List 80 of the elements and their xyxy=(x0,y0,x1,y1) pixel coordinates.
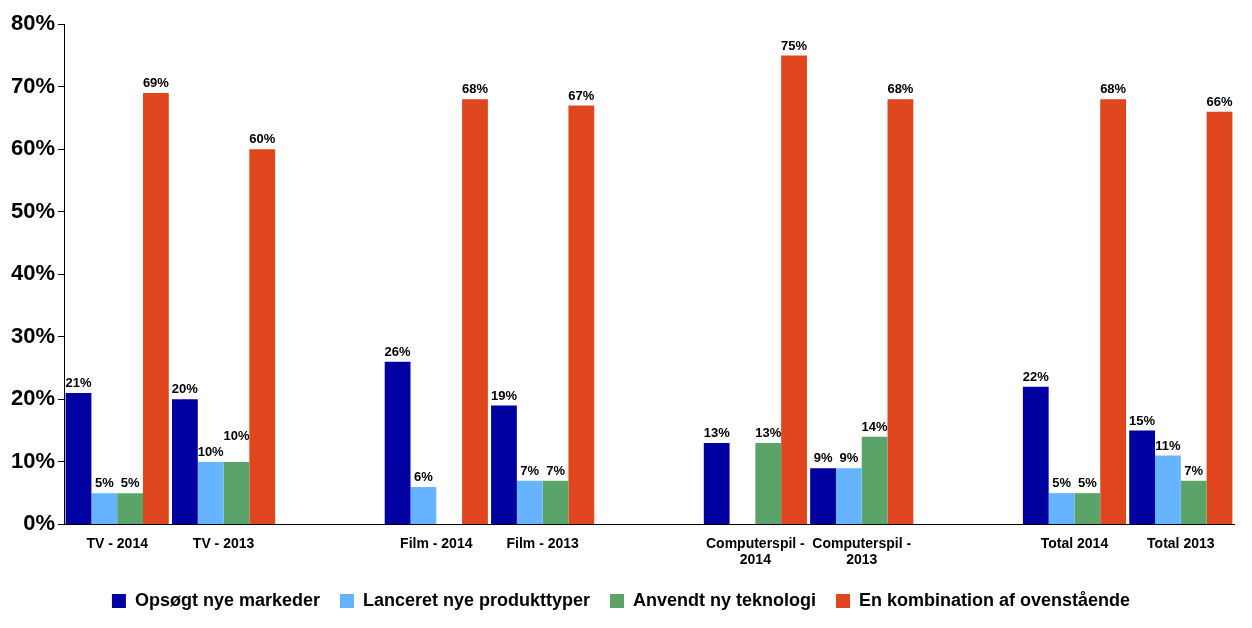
bar xyxy=(197,461,224,524)
bar xyxy=(410,486,437,524)
data-label: 7% xyxy=(546,462,566,478)
bar xyxy=(65,393,92,524)
data-label: 21% xyxy=(65,375,92,391)
y-tick-label: 20% xyxy=(10,385,56,411)
data-label: 15% xyxy=(1129,412,1156,428)
bar xyxy=(861,436,888,524)
data-label: 68% xyxy=(887,81,914,97)
data-label: 7% xyxy=(520,462,540,478)
x-tick-label: Film - 2014 xyxy=(400,534,473,551)
bar xyxy=(171,399,198,524)
bar xyxy=(542,480,569,524)
bar xyxy=(781,55,807,524)
data-label: 66% xyxy=(1206,93,1233,109)
data-label: 9% xyxy=(839,450,859,466)
bar xyxy=(1048,493,1075,524)
legend-label: Lanceret nye produkttyper xyxy=(362,589,591,610)
data-label: 67% xyxy=(568,87,595,103)
data-label: 7% xyxy=(1184,462,1204,478)
bar xyxy=(223,461,250,524)
data-label: 14% xyxy=(861,418,889,434)
data-label: 60% xyxy=(249,131,276,147)
data-label: 13% xyxy=(703,425,731,441)
x-tick-label: TV - 2013 xyxy=(192,534,255,551)
bar xyxy=(516,480,543,524)
y-tick-label: 50% xyxy=(10,197,56,223)
y-tick-label: 60% xyxy=(10,135,56,161)
bar xyxy=(1129,430,1156,524)
bar xyxy=(143,92,169,524)
bar xyxy=(1022,386,1049,524)
legend-label: Opsøgt nye markeder xyxy=(134,589,320,610)
bar xyxy=(810,468,836,524)
data-label: 5% xyxy=(1077,475,1098,491)
bar xyxy=(887,99,914,524)
data-label: 5% xyxy=(120,475,140,491)
y-tick-label: 80% xyxy=(10,10,56,36)
y-tick-label: 0% xyxy=(23,510,56,536)
data-label: 68% xyxy=(461,81,489,97)
y-tick-label: 30% xyxy=(10,322,56,348)
legend-label: Anvendt ny teknologi xyxy=(633,589,817,610)
data-label: 5% xyxy=(1052,475,1072,491)
data-label: 26% xyxy=(384,343,412,359)
bar xyxy=(1074,493,1101,524)
data-label: 10% xyxy=(197,443,225,459)
bar xyxy=(1155,455,1181,524)
bar xyxy=(1180,480,1207,524)
bar xyxy=(1206,111,1233,524)
legend-label: En kombination af ovenstående xyxy=(859,589,1131,610)
data-label: 22% xyxy=(1022,368,1050,384)
bar xyxy=(568,105,595,524)
x-tick-label: Film - 2013 xyxy=(506,534,580,551)
x-tick-label: Computerspil - 2014 xyxy=(705,534,806,568)
y-tick-label: 10% xyxy=(10,447,56,473)
data-label: 5% xyxy=(94,475,115,491)
data-label: 75% xyxy=(781,37,808,53)
x-tick-label: Total 2013 xyxy=(1147,534,1215,551)
bar xyxy=(117,493,144,524)
x-tick-label: TV - 2014 xyxy=(86,534,149,551)
bar xyxy=(755,443,782,524)
bar xyxy=(703,443,730,524)
data-label: 13% xyxy=(755,425,782,441)
x-tick-label: Computerspil - 2013 xyxy=(812,534,912,568)
data-label: 20% xyxy=(171,381,199,397)
bar xyxy=(384,361,411,524)
data-label: 9% xyxy=(813,450,833,466)
bar xyxy=(1100,99,1127,524)
bar xyxy=(249,149,276,524)
data-label: 11% xyxy=(1155,437,1182,453)
bar xyxy=(491,405,517,524)
bar xyxy=(91,493,118,524)
bar xyxy=(835,468,862,524)
data-label: 6% xyxy=(414,468,434,484)
y-tick-label: 40% xyxy=(10,260,56,286)
y-tick-label: 70% xyxy=(10,72,56,98)
bar xyxy=(462,99,488,524)
data-label: 69% xyxy=(142,75,170,91)
x-tick-label: Total 2014 xyxy=(1040,534,1109,551)
data-label: 68% xyxy=(1100,81,1127,97)
data-label: 19% xyxy=(490,387,518,403)
